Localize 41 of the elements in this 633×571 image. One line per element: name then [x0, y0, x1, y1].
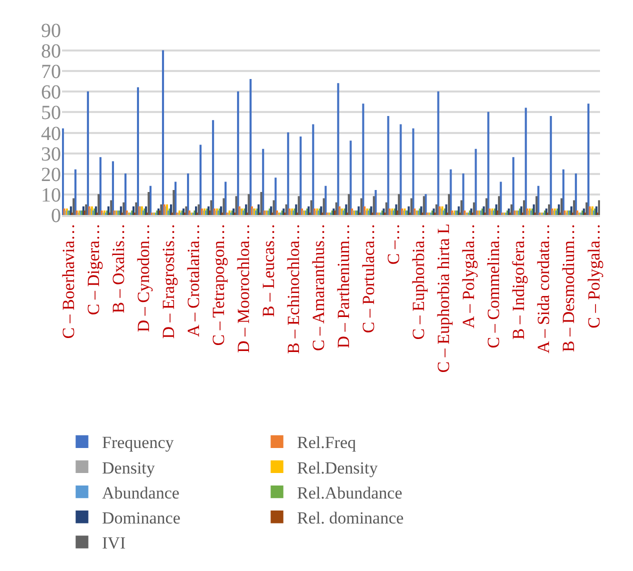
legend-label: IVI — [102, 534, 126, 553]
y-tick-label: 60 — [41, 82, 61, 104]
x-tick-label: A – Sida cordata… — [534, 224, 554, 354]
y-tick-label: 0 — [51, 205, 61, 227]
y-tick-label: 10 — [41, 184, 61, 206]
x-tick-label: D – Cynodon… — [134, 224, 153, 332]
x-tick-label: D – Eragrostis… — [158, 224, 178, 339]
x-tick-label: B – Echinochloa… — [284, 224, 303, 354]
legend-label: Dominance — [102, 508, 180, 528]
x-tick-label: C –… — [384, 224, 404, 265]
x-tick-label: C – Commelina… — [484, 224, 504, 348]
legend-label: Abundance — [102, 483, 180, 502]
y-tick-label: 20 — [41, 164, 61, 186]
x-tick-label: B – Leucas… — [258, 224, 278, 318]
x-tick-label: A – Crotalaria… — [184, 224, 203, 337]
legend-label: Frequency — [102, 433, 174, 452]
x-tick-label: C – Boerhavia… — [58, 224, 78, 339]
x-tick-label: C – Amaranthus… — [309, 224, 328, 352]
y-tick-label: 90 — [41, 20, 61, 42]
legend-label: Rel.Freq — [297, 433, 357, 452]
x-tick-label: C – Euphorbia hirta L — [434, 224, 454, 373]
legend-label: Rel. dominance — [297, 508, 404, 528]
legend-label: Rel.Abundance — [297, 483, 402, 502]
legend-label: Rel.Density — [297, 458, 378, 478]
x-tick-label: C – Polygala… — [584, 224, 604, 328]
y-tick-label: 70 — [41, 61, 61, 84]
y-tick-label: 80 — [41, 40, 61, 63]
x-tick-label: C – Digera… — [84, 224, 103, 316]
x-tick-label: B – Oxalis… — [108, 224, 128, 314]
x-tick-label: D – Moorochloa… — [234, 224, 253, 353]
x-tick-label: B – Indigofera… — [509, 224, 528, 340]
x-tick-label: C – Portulaca… — [359, 224, 378, 334]
y-tick-label: 40 — [41, 122, 61, 145]
y-tick-label: 50 — [41, 102, 61, 124]
x-tick-label: B – Desmodium… — [559, 224, 578, 352]
x-tick-label: A – Polygala… — [459, 224, 478, 328]
x-tick-label: C – Euphorbia… — [409, 224, 428, 340]
x-tick-label: D – Parthenium… — [334, 224, 354, 348]
y-tick-label: 30 — [41, 143, 61, 166]
x-tick-label: C – Tetrapogon… — [208, 224, 228, 346]
legend-label: Density — [102, 458, 156, 478]
